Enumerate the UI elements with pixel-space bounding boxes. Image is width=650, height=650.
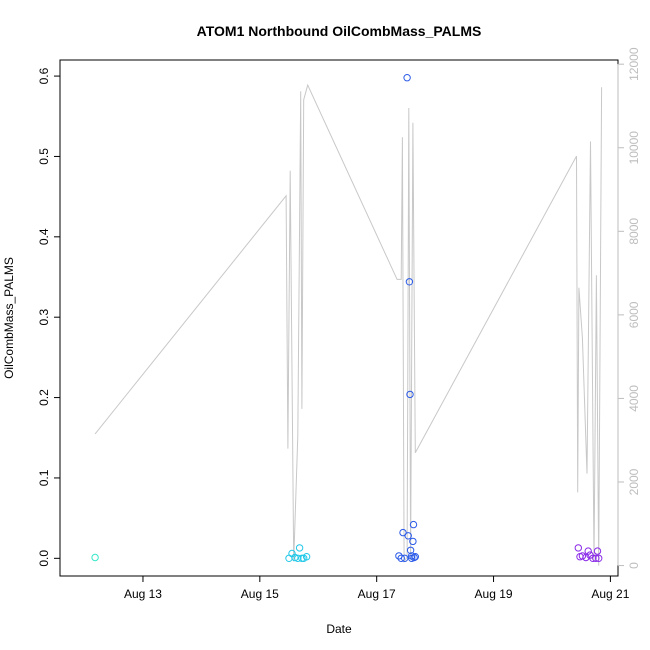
data-point xyxy=(302,553,311,561)
data-point xyxy=(397,554,405,562)
y2-tick-label: 6000 xyxy=(627,301,641,328)
y-tick-label: 0.3 xyxy=(37,309,51,326)
data-point xyxy=(592,554,600,562)
data-point xyxy=(403,74,411,82)
x-axis-label: Date xyxy=(326,622,352,636)
y-tick-label: 0.6 xyxy=(37,67,51,84)
y-axis: 0.0 0.1 0.2 0.3 0.4 0.5 0.6 xyxy=(37,67,61,567)
y-tick-label: 0.0 xyxy=(37,550,51,567)
x-tick-label: Aug 15 xyxy=(241,587,279,601)
data-point xyxy=(399,528,407,537)
data-point xyxy=(291,553,299,562)
y2-tick-label: 4000 xyxy=(627,385,641,412)
y2-tick-label: 8000 xyxy=(627,218,641,245)
data-point xyxy=(295,544,304,552)
data-point xyxy=(589,554,597,562)
data-point xyxy=(406,390,414,399)
data-point xyxy=(574,544,582,552)
x-tick-label: Aug 21 xyxy=(591,587,629,601)
y2-tick-label: 2000 xyxy=(627,468,641,495)
y-tick-label: 0.4 xyxy=(37,228,51,245)
data-point xyxy=(409,537,417,546)
data-point xyxy=(584,547,592,555)
data-point xyxy=(91,553,99,562)
y-tick-label: 0.1 xyxy=(37,469,51,486)
data-point xyxy=(406,546,415,554)
x-tick-label: Aug 19 xyxy=(475,587,513,601)
data-point xyxy=(404,532,412,540)
data-point xyxy=(405,278,414,286)
data-point xyxy=(595,554,603,562)
data-point xyxy=(582,553,590,562)
data-point xyxy=(578,552,587,560)
y-axis-label: OilCombMass_PALMS xyxy=(2,257,16,379)
data-point xyxy=(411,553,419,561)
y-tick-label: 0.2 xyxy=(37,389,51,406)
altitude-layer xyxy=(94,83,603,566)
altitude-line xyxy=(94,83,603,566)
data-point xyxy=(409,520,418,529)
y2-tick-label: 10000 xyxy=(627,131,641,165)
y2-tick-label: 0 xyxy=(627,562,641,569)
y2-axis-right: 0 2000 4000 6000 8000 10000 12000 xyxy=(617,47,641,569)
data-point xyxy=(410,553,418,562)
y-tick-label: 0.5 xyxy=(37,148,51,165)
x-axis: Aug 13 Aug 15 Aug 17 Aug 19 Aug 21 xyxy=(124,575,630,601)
y2-tick-label: 12000 xyxy=(627,47,641,81)
points-layer xyxy=(91,74,603,562)
data-point xyxy=(401,554,409,562)
chart-title: ATOM1 Northbound OilCombMass_PALMS xyxy=(197,23,482,39)
x-tick-label: Aug 13 xyxy=(124,587,162,601)
x-tick-label: Aug 17 xyxy=(358,587,396,601)
data-point xyxy=(593,547,602,555)
